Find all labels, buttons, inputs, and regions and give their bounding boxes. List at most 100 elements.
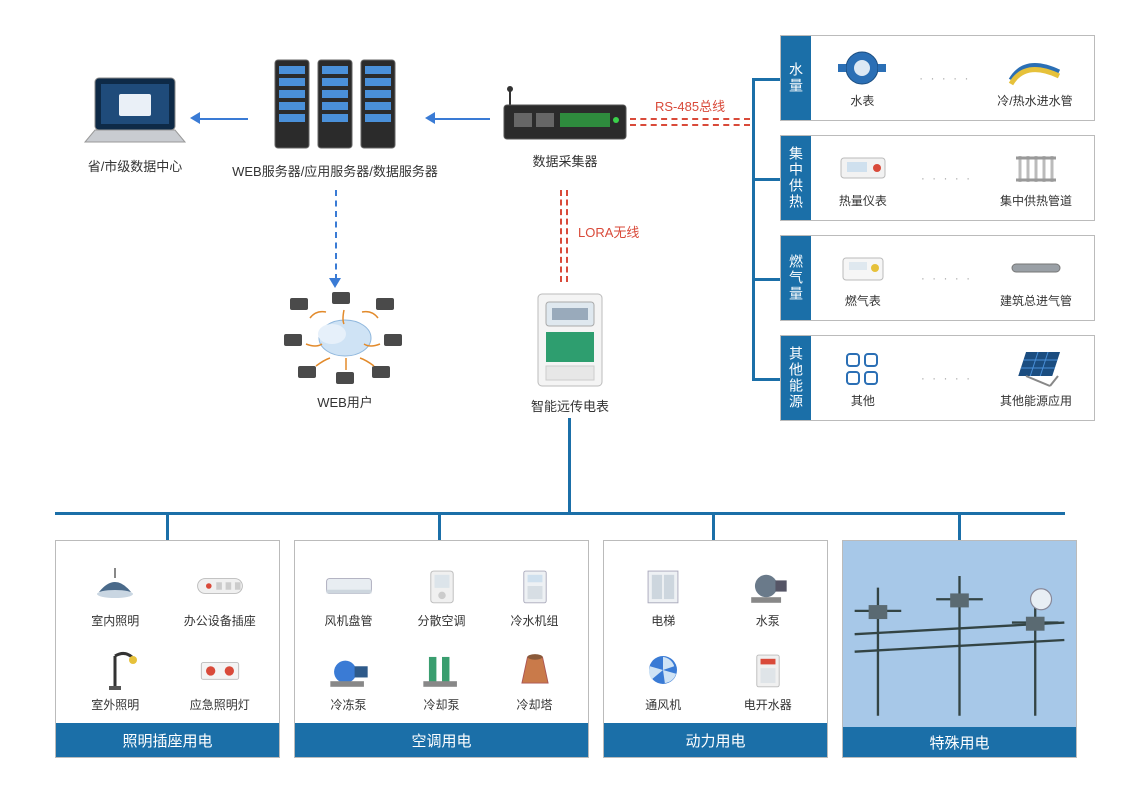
node-collector: 数据采集器	[490, 85, 640, 170]
trunk-stub	[752, 178, 780, 181]
gas-meter-icon	[833, 248, 893, 288]
grid-item: 水泵	[719, 551, 818, 629]
solar-panel-icon	[1006, 348, 1066, 388]
grid-item-label: 室内照明	[91, 612, 139, 629]
panel-body: 燃气表 · · · · · 建筑总进气管	[811, 236, 1094, 320]
conn-lora	[560, 190, 562, 282]
conn-lora-b	[566, 190, 568, 282]
grid-item: 电梯	[614, 551, 713, 629]
chiller-icon	[507, 564, 563, 608]
radiator-icon	[1006, 148, 1066, 188]
bus-drop	[712, 512, 715, 540]
panel-grid: 电梯 水泵通风机 电开水器	[604, 541, 827, 723]
server-rack-icon	[260, 55, 410, 155]
grid-item: 冷水机组	[491, 551, 578, 629]
arrow-servers-to-datacenter	[200, 118, 248, 120]
fan-coil-icon	[321, 564, 377, 608]
arrow-head-icon	[190, 112, 200, 124]
separator-dots: · · · · ·	[921, 171, 972, 185]
right-panel: 水量水表· · · · ·冷/热水进水管	[780, 35, 1095, 121]
arrow-collector-to-servers	[435, 118, 490, 120]
node-label: WEB服务器/应用服务器/数据服务器	[232, 161, 438, 180]
bus-drop	[166, 512, 169, 540]
grid-item: 室外照明	[66, 635, 165, 713]
power-grid-photo-icon	[843, 541, 1076, 727]
conn-rs485	[630, 118, 750, 120]
panel-title: 特殊用电	[843, 727, 1076, 757]
grid-item-label: 分散空调	[417, 612, 465, 629]
trunk-vertical	[752, 78, 755, 378]
grid-item-label: 办公设备插座	[184, 612, 256, 629]
water-meter-icon	[832, 48, 892, 88]
power-strip-icon	[192, 564, 248, 608]
panel-tab: 燃气量	[781, 236, 811, 320]
grid-item-label: 通风机	[645, 696, 681, 713]
grid-item: 冷却塔	[491, 635, 578, 713]
panel-item-label: 其他	[851, 392, 875, 409]
panel-item-label: 水表	[850, 92, 874, 109]
arrow-head-icon	[425, 112, 435, 124]
panel-title: 空调用电	[295, 723, 588, 757]
bottom-panel: 特殊用电	[842, 540, 1077, 758]
bus-drop	[438, 512, 441, 540]
panel-item-label: 燃气表	[845, 292, 881, 309]
bottom-panel: 室内照明办公设备插座室外照明应急照明灯照明插座用电	[55, 540, 280, 758]
conn-label-rs485: RS-485总线	[655, 96, 725, 115]
panel-item: 水表	[832, 48, 892, 109]
conn-rs485-b	[630, 124, 750, 126]
panel-tab: 其他能源	[781, 336, 811, 420]
node-servers: WEB服务器/应用服务器/数据服务器	[235, 55, 435, 180]
right-panel: 燃气量燃气表 · · · · · 建筑总进气管	[780, 235, 1095, 321]
grid-item: 通风机	[614, 635, 713, 713]
grid-item: 应急照明灯	[171, 635, 270, 713]
grid-item-label: 冷却塔	[516, 696, 552, 713]
emergency-light-icon	[192, 648, 248, 692]
grid-item-label: 冷水机组	[510, 612, 558, 629]
ac-unit-icon	[414, 564, 470, 608]
water-pump-icon	[740, 564, 796, 608]
street-lamp-icon	[87, 648, 143, 692]
conn-label-lora: LORA无线	[578, 222, 639, 241]
fan-icon	[635, 648, 691, 692]
grid-item-label: 冷却泵	[423, 696, 459, 713]
other-icon	[833, 348, 893, 388]
grid-item-label: 室外照明	[91, 696, 139, 713]
bottom-panel: 风机盘管 分散空调 冷水机组冷冻泵 冷却泵 冷却塔空调用电	[294, 540, 589, 758]
right-panel: 集中供热热量仪表· · · · ·集中供热管道	[780, 135, 1095, 221]
cloud-clients-icon	[280, 290, 410, 386]
panel-item-label: 建筑总进气管	[1000, 292, 1072, 309]
arrow-head-icon	[329, 278, 341, 294]
gateway-device-icon	[500, 85, 630, 145]
grid-item: 办公设备插座	[171, 551, 270, 629]
separator-dots: · · · · ·	[921, 271, 972, 285]
grid-item-label: 应急照明灯	[190, 696, 250, 713]
panel-grid	[843, 541, 1076, 727]
grid-item-label: 电开水器	[744, 696, 792, 713]
panel-item: 其他	[833, 348, 893, 409]
pipe-icon	[1005, 48, 1065, 88]
grid-item-label: 风机盘管	[324, 612, 372, 629]
grid-item: 风机盘管	[305, 551, 392, 629]
grid-item-label: 水泵	[756, 612, 780, 629]
panel-item: 其他能源应用	[1000, 348, 1072, 409]
freeze-pump-icon	[321, 648, 377, 692]
panel-item-label: 集中供热管道	[1000, 192, 1072, 209]
arrow-servers-to-users	[335, 190, 337, 280]
panel-tab: 集中供热	[781, 136, 811, 220]
panel-grid: 室内照明 办公设备插座室外照明 应急照明灯	[56, 541, 279, 723]
trunk-stub	[752, 278, 780, 281]
grid-item-label: 冷冻泵	[330, 696, 366, 713]
panel-title: 动力用电	[604, 723, 827, 757]
right-panel: 其他能源其他· · · · ·其他能源应用	[780, 335, 1095, 421]
grid-item: 室内照明	[66, 551, 165, 629]
trunk-stub	[752, 378, 780, 381]
diagram-canvas: 省/市级数据中心 WEB服务器/应用服务器/数据服务器	[0, 0, 1131, 798]
node-label: 省/市级数据中心	[88, 156, 183, 175]
bus-line	[55, 512, 1065, 515]
panel-body: 热量仪表· · · · ·集中供热管道	[811, 136, 1094, 220]
panel-item: 集中供热管道	[1000, 148, 1072, 209]
grid-item: 电开水器	[719, 635, 818, 713]
grid-item-label: 电梯	[651, 612, 675, 629]
panel-item: 建筑总进气管	[1000, 248, 1072, 309]
panel-item-label: 冷/热水进水管	[997, 92, 1072, 109]
